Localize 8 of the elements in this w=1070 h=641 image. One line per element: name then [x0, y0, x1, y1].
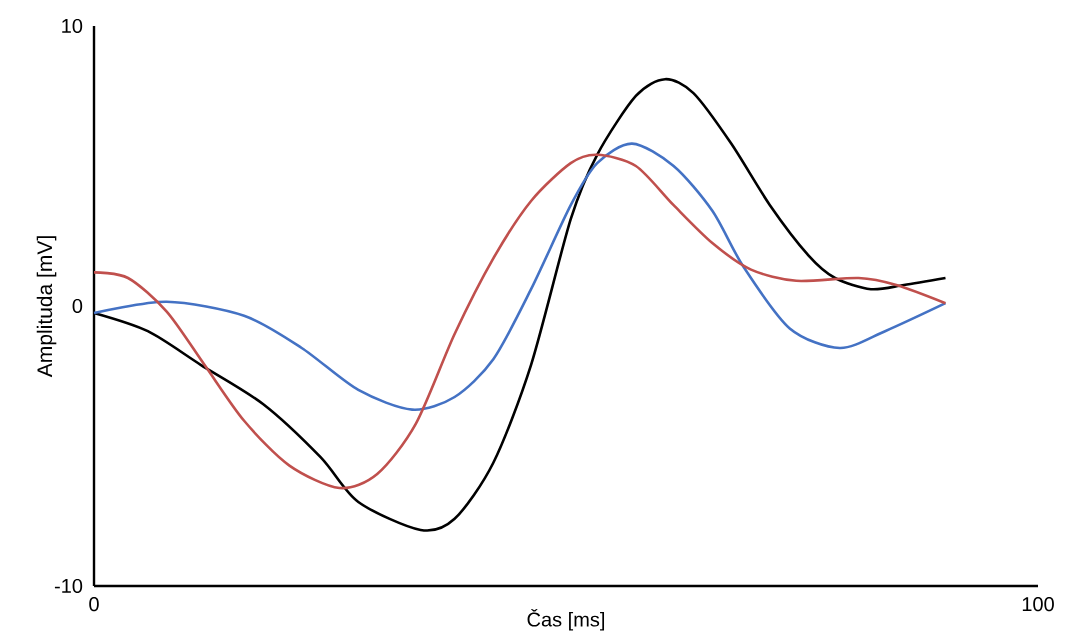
line-series [92, 142, 947, 411]
x-axis-title: Čas [ms] [527, 608, 605, 631]
y-tick-label: 10 [62, 18, 83, 34]
y-tick-label: -10 [54, 578, 83, 594]
y-tick-label: 0 [72, 298, 83, 314]
y-axis-title: Amplituda [mV] [36, 236, 57, 378]
line-series [92, 153, 947, 490]
x-tick-label: 100 [1022, 597, 1054, 612]
